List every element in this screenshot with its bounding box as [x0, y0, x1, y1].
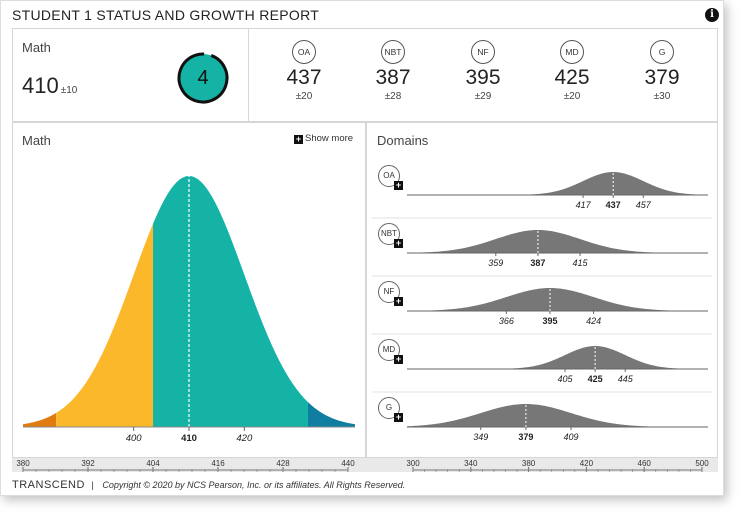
plus-icon: + [294, 134, 303, 144]
summary-score: 410 ±10 [22, 73, 77, 99]
domain-expand-icon[interactable]: + [394, 180, 403, 190]
domain-marker-label: 415 [573, 258, 589, 268]
axis-tick-label: 392 [81, 459, 95, 468]
domain-code-badge: NBT [381, 40, 405, 64]
domain-marker-label: 387 [530, 258, 545, 268]
copyright-text: Copyright © 2020 by NCS Pearson, Inc. or… [102, 480, 406, 490]
axis-tick-label: 440 [341, 459, 355, 468]
domain-score: 379 [644, 66, 680, 89]
domain-summary-nbt: NBT 387 ±28 [358, 40, 428, 102]
domain-marker-label: 445 [618, 374, 634, 384]
domain-curve-nbt [407, 230, 708, 253]
domain-score: 387 [375, 66, 411, 89]
domain-score: 437 [286, 66, 322, 89]
domain-score: 395 [465, 66, 501, 89]
domain-curve-oa [407, 172, 708, 195]
axis-tick-label: 500 [695, 459, 709, 468]
axis-svg: 380 392 404 416 428 440 300 340 380 420 460 500 [16, 459, 709, 472]
math-chart-title: Math [22, 133, 51, 148]
domain-code-badge: G [650, 40, 674, 64]
summary-panel [12, 28, 718, 122]
domain-expand-icon[interactable]: + [394, 296, 403, 306]
domain-code-badge: OA [292, 40, 316, 64]
axis-tick-label: 416 [211, 459, 225, 468]
show-more-label: Show more [305, 133, 354, 144]
performance-level-ring [177, 52, 229, 104]
axis-tick-label: 340 [464, 459, 478, 468]
domain-summary-md: MD 425 ±20 [537, 40, 607, 102]
domain-summary-nf: NF 395 ±29 [448, 40, 518, 102]
math-band-4 [307, 402, 355, 427]
domain-marker-label: 366 [499, 316, 514, 326]
math-marker-label: 400 [126, 433, 143, 444]
footer: TRANSCEND | Copyright © 2020 by NCS Pear… [12, 479, 405, 491]
summary-score-value: 410 [22, 73, 59, 98]
axis-tick-label: 380 [522, 459, 536, 468]
footer-separator: | [91, 480, 94, 490]
domain-marker-label: 349 [473, 432, 488, 442]
math-band-2 [56, 223, 154, 427]
summary-subject: Math [22, 40, 51, 55]
domain-curve-nf [407, 288, 708, 311]
summary-divider [248, 28, 249, 122]
axis-tick-label: 460 [638, 459, 652, 468]
math-band-3 [153, 176, 308, 427]
domain-curve-md [407, 346, 708, 369]
math-marker-label: 410 [181, 433, 197, 444]
domain-marker-label: 457 [636, 200, 652, 210]
report-title: STUDENT 1 STATUS AND GROWTH REPORT [12, 7, 320, 23]
domain-marker-label: 417 [576, 200, 592, 210]
axis-tick-label: 404 [146, 459, 160, 468]
math-marker-label: 420 [236, 433, 253, 444]
performance-level: 4 [197, 67, 209, 89]
domains-axis-strip [366, 458, 718, 472]
domain-code-badge: NF [471, 40, 495, 64]
domain-error: ±29 [474, 91, 492, 102]
math-band-1 [23, 412, 57, 427]
domain-marker-label: 409 [564, 432, 579, 442]
domain-summary-oa: OA 437 ±20 [269, 40, 339, 102]
domain-marker-label: 379 [518, 432, 533, 442]
axis-tick-label: 300 [406, 459, 420, 468]
axis-tick-label: 428 [276, 459, 290, 468]
domain-marker-label: 425 [588, 374, 603, 384]
transcend-logo: TRANSCEND [12, 479, 85, 491]
domain-code-badge: MD [560, 40, 584, 64]
axis-tick-label: 420 [580, 459, 594, 468]
domain-marker-label: 359 [488, 258, 503, 268]
math-axis-strip [12, 458, 366, 472]
info-icon[interactable]: i [705, 8, 719, 22]
domain-expand-icon[interactable]: + [394, 238, 403, 248]
domain-expand-icon[interactable]: + [394, 412, 403, 422]
domains-chart-title: Domains [377, 133, 429, 148]
axis-tick-label: 380 [16, 459, 30, 468]
show-more-button[interactable]: + Show more [294, 133, 353, 144]
domain-score: 425 [554, 66, 590, 89]
charts-svg: 400 410 420 417 437 457 359 387 415 366 395 424 405 4… [23, 172, 712, 444]
domain-marker-label: 405 [558, 374, 574, 384]
domain-error: ±30 [653, 91, 671, 102]
domain-summary-g: G 379 ±30 [627, 40, 697, 102]
domain-error: ±28 [384, 91, 402, 102]
domain-expand-icon[interactable]: + [394, 354, 403, 364]
domain-error: ±20 [295, 91, 313, 102]
domain-error: ±20 [563, 91, 581, 102]
summary-score-error: ±10 [60, 85, 78, 96]
domain-marker-label: 395 [542, 316, 557, 326]
domain-marker-label: 424 [586, 316, 601, 326]
domain-curve-g [407, 404, 708, 427]
domain-marker-label: 437 [606, 200, 621, 210]
